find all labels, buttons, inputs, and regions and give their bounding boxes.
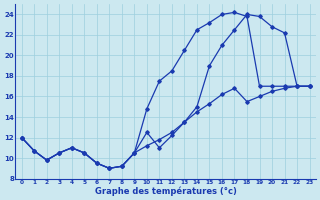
X-axis label: Graphe des températures (°c): Graphe des températures (°c): [95, 186, 236, 196]
